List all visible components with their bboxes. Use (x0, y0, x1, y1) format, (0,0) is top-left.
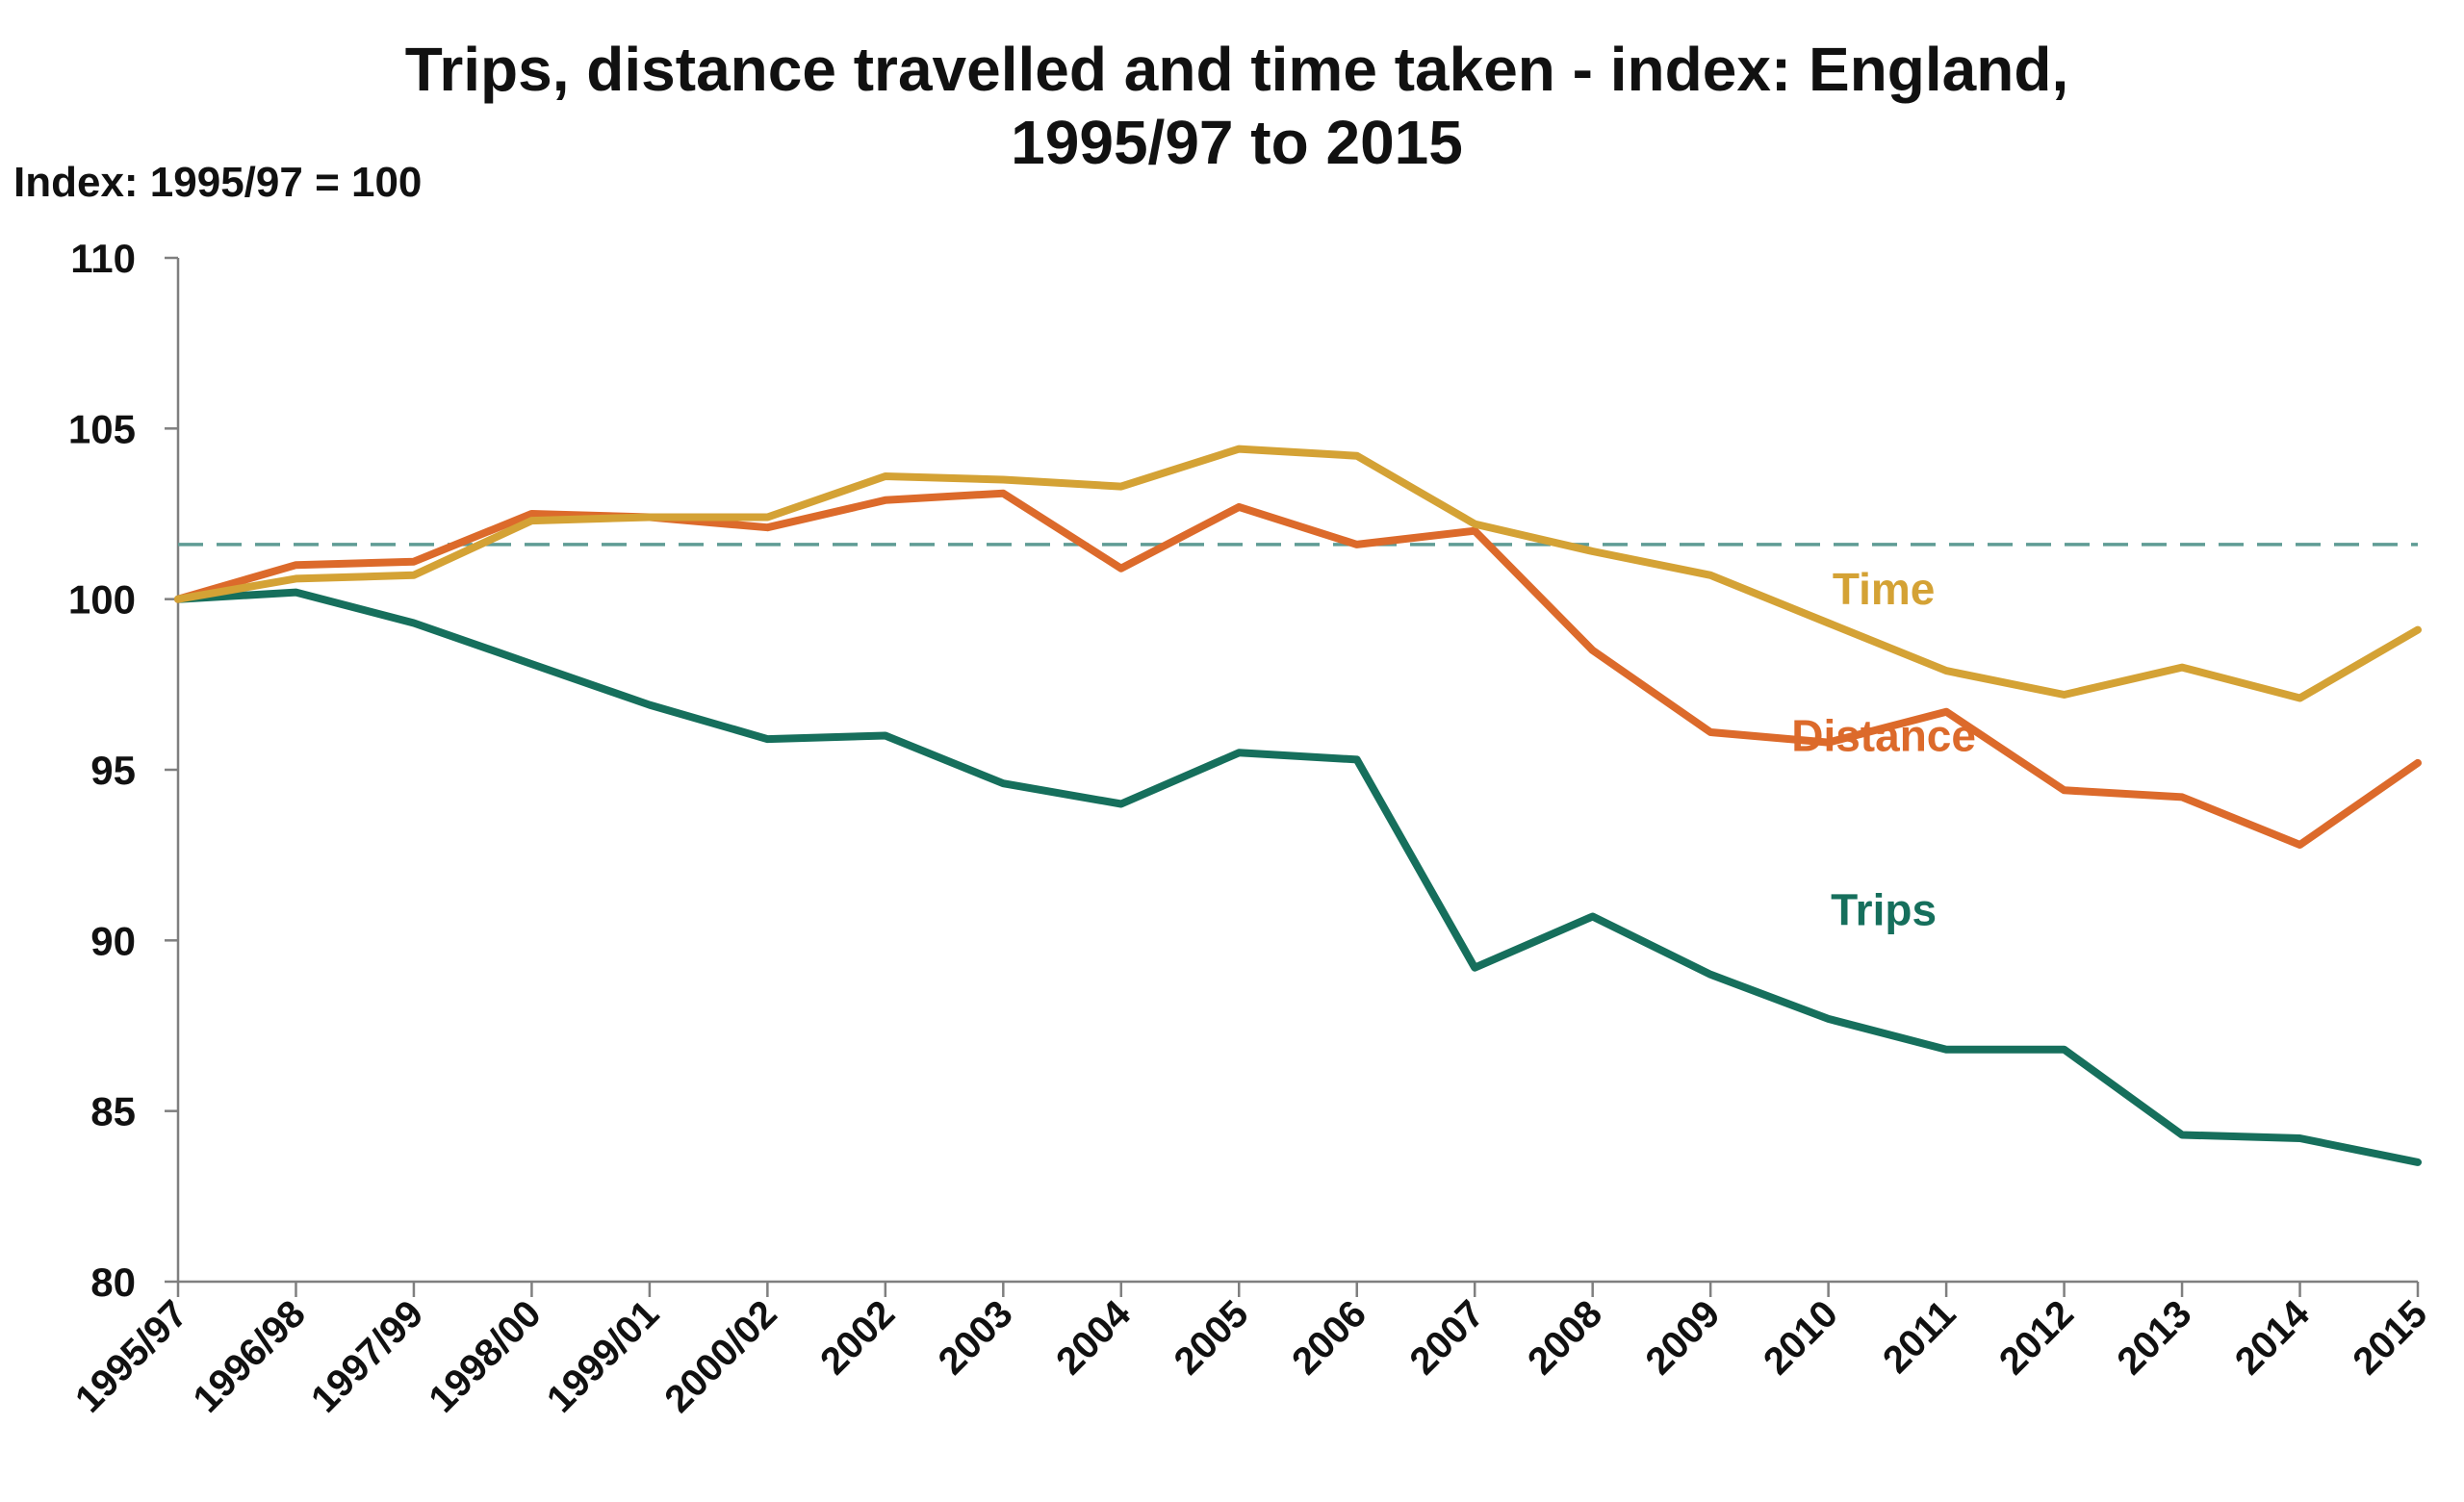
x-tick-label: 2002 (812, 1292, 903, 1383)
x-tick-label: 2014 (2227, 1292, 2319, 1384)
chart-title-line-1: Trips, distance travelled and time taken… (405, 35, 2068, 104)
x-tick-label: 1996/98 (185, 1292, 313, 1420)
x-tick-label: 2013 (2109, 1292, 2199, 1383)
series-label-distance: Distance (1791, 711, 1976, 761)
series-lines (174, 445, 2422, 1166)
x-tick-label: 1998/00 (421, 1292, 549, 1420)
x-tick-label: 2010 (1756, 1292, 1846, 1383)
y-tick-label: 95 (90, 748, 136, 793)
x-tick-label: 1999/01 (539, 1292, 667, 1420)
series-label-time: Time (1833, 564, 1936, 614)
y-tick-label: 80 (90, 1260, 136, 1305)
chart-title-line-2: 1995/97 to 2015 (1011, 108, 1463, 177)
x-tick-label: 2009 (1637, 1292, 1728, 1383)
x-tick-label: 2015 (2345, 1292, 2435, 1383)
x-tick-label: 2012 (1991, 1292, 2082, 1383)
series-line-time (174, 445, 2422, 702)
x-tick-label: 2005 (1167, 1292, 1257, 1383)
series-line-distance (174, 489, 2422, 849)
x-tick-label: 2007 (1402, 1292, 1493, 1383)
series-line-trips (174, 588, 2422, 1166)
x-tick-label: 1995/97 (67, 1292, 195, 1420)
series-label-trips: Trips (1831, 884, 1937, 934)
x-tick-label: 1997/99 (303, 1292, 431, 1420)
y-tick-label: 110 (70, 236, 136, 281)
y-tick-label: 105 (68, 406, 136, 451)
x-tick-label: 2000/02 (656, 1292, 784, 1420)
x-tick-label: 2008 (1520, 1292, 1610, 1383)
y-tick-label: 90 (90, 918, 136, 963)
x-tick-label: 2011 (1875, 1292, 1964, 1381)
y-axis-label: Index: 1995/97 = 100 (13, 159, 422, 206)
y-axis-ticks: 80 85 90 95 100 105 110 (68, 236, 178, 1305)
x-tick-label: 2003 (931, 1292, 1021, 1383)
series-labels: Time Distance Trips (1791, 564, 1976, 934)
x-tick-label: 2004 (1048, 1292, 1140, 1384)
y-tick-label: 85 (90, 1089, 136, 1134)
x-tick-label: 2006 (1284, 1292, 1374, 1383)
y-tick-label: 100 (68, 577, 136, 623)
x-axis-ticks: 1995/971996/981997/991998/001999/012000/… (67, 1282, 2435, 1421)
